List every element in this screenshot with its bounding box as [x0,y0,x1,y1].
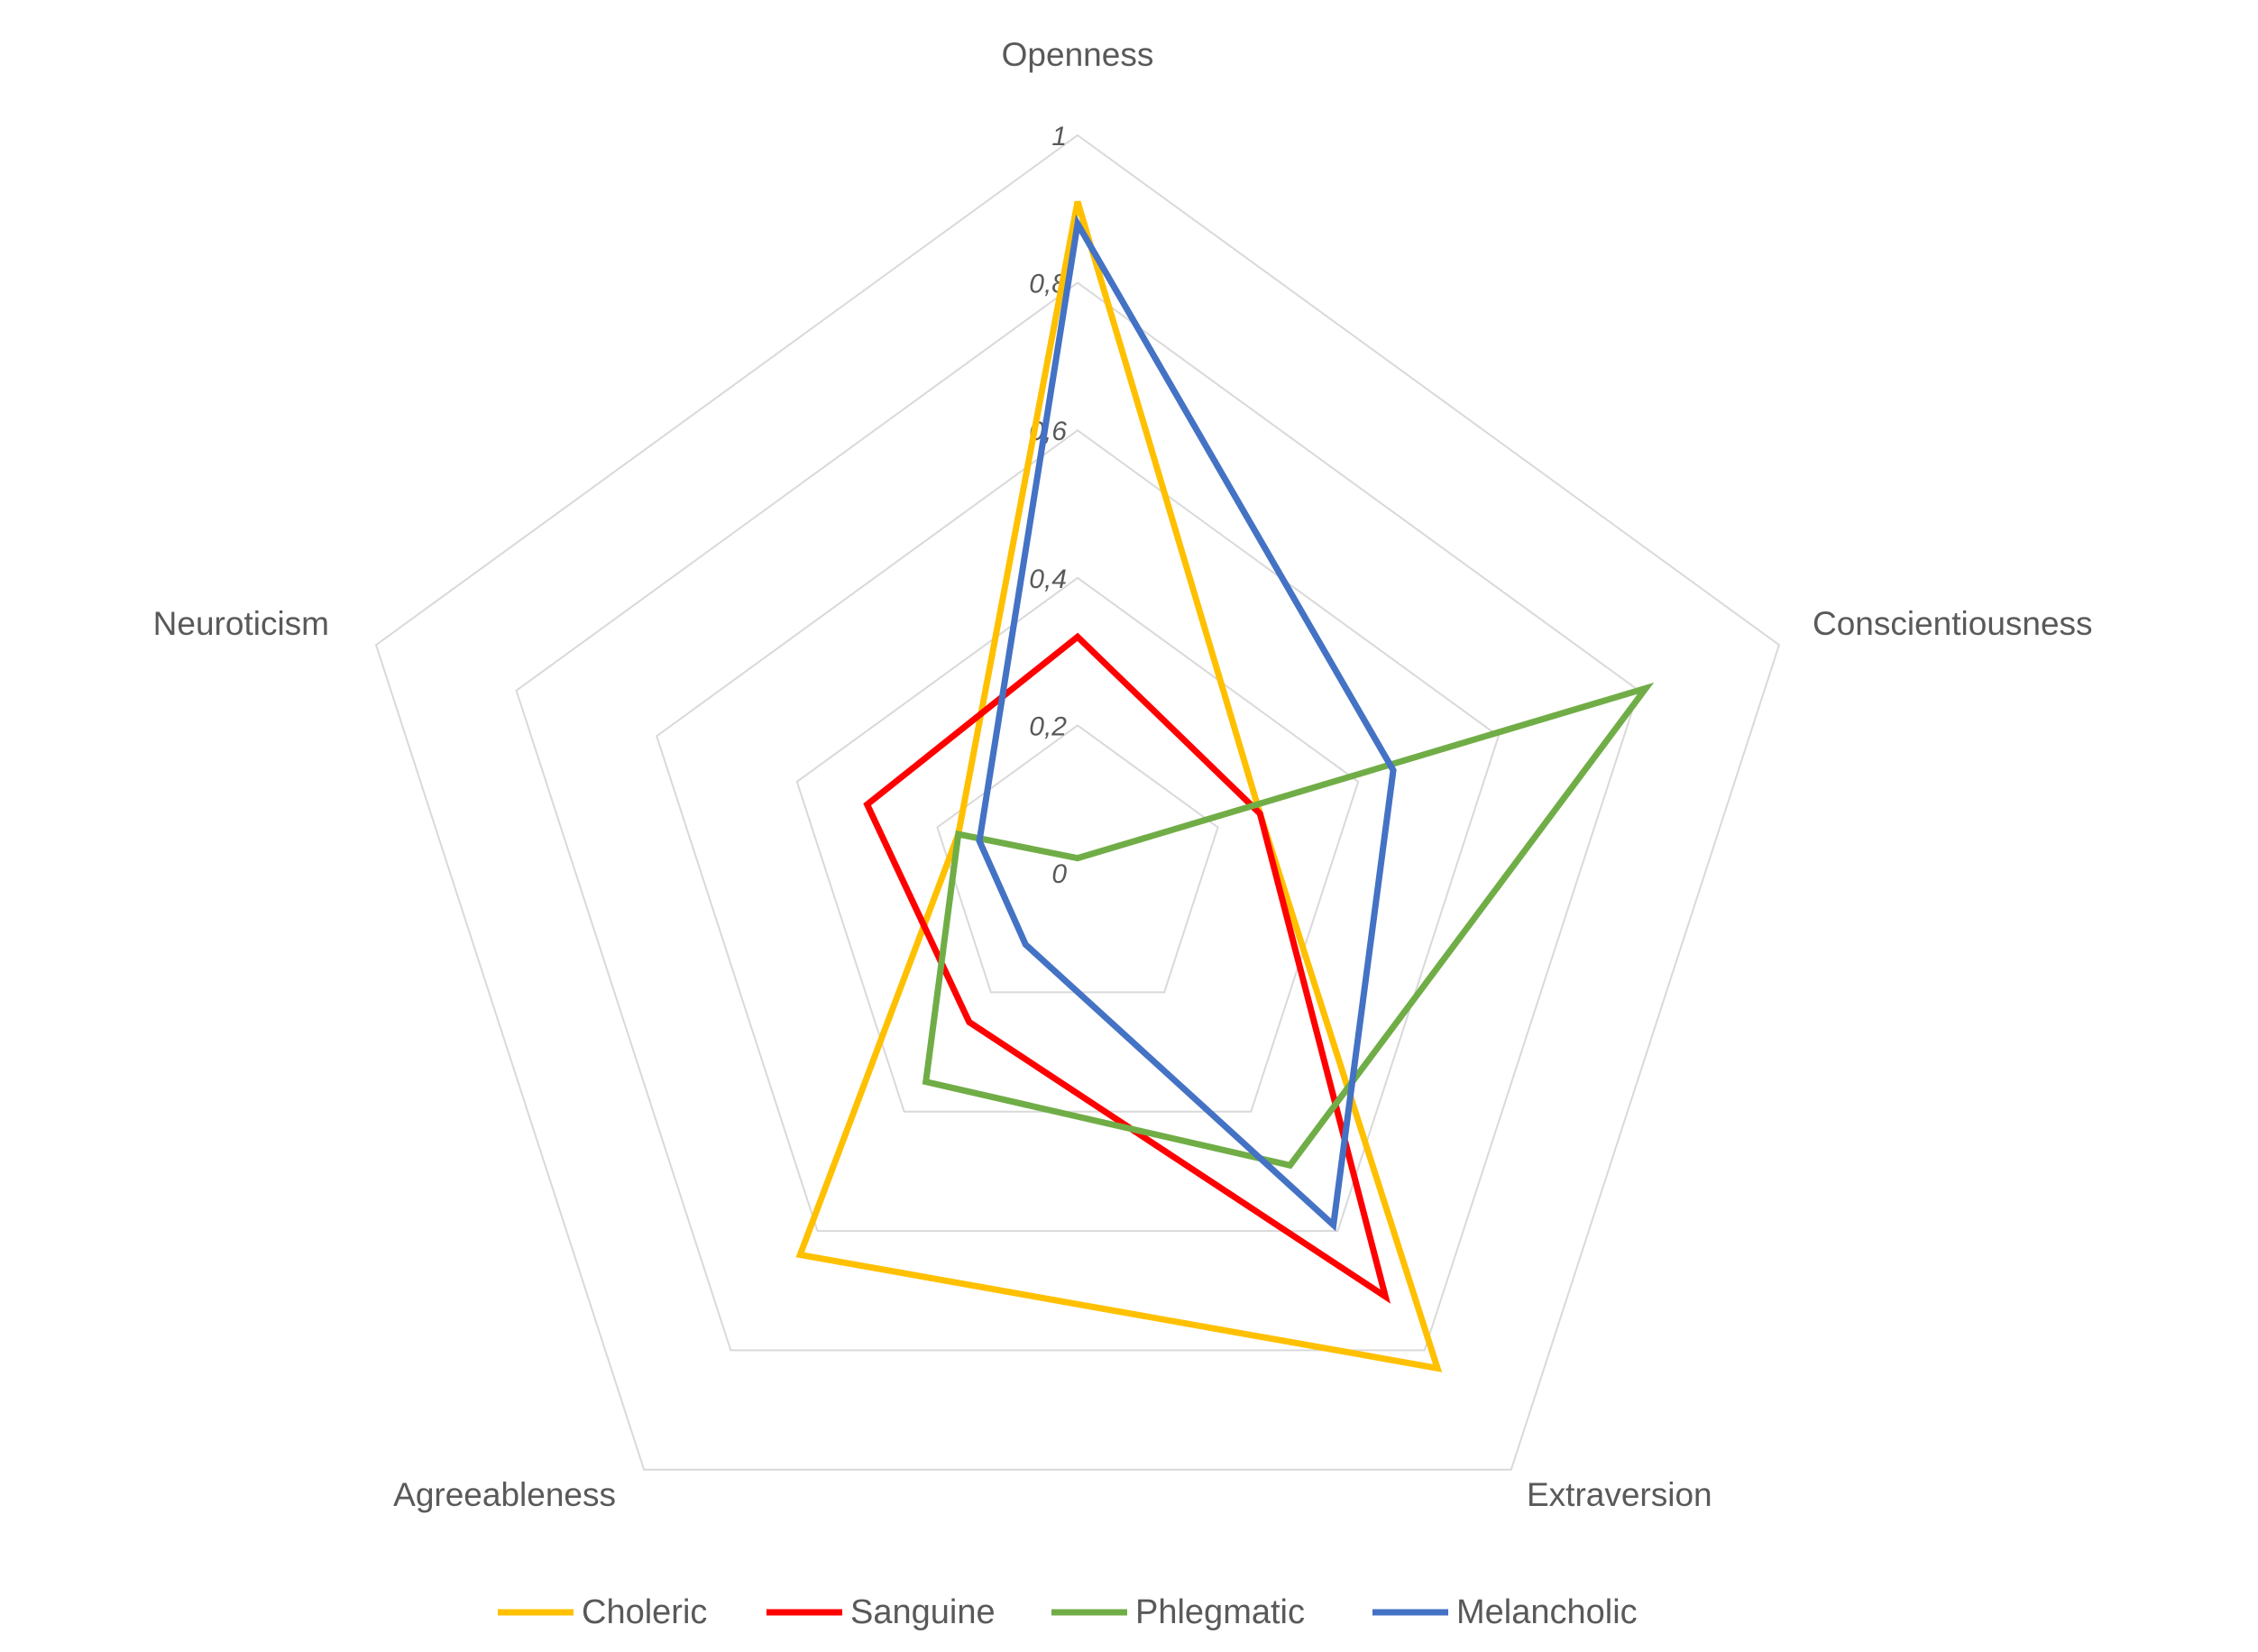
grid-ring [656,428,1500,1233]
tick-label: 0,4 [1029,564,1067,594]
grid-ring [795,576,1360,1113]
legend-item-melancholic: Melancholic [1372,1593,1638,1631]
grid-ring [515,281,1640,1352]
legend-item-sanguine: Sanguine [766,1593,996,1631]
axis-label-neuroticism: Neuroticism [153,605,329,642]
tick-label: 1 [1051,122,1067,151]
legend-item-phlegmatic: Phlegmatic [1051,1593,1305,1631]
axis-label-extraversion: Extraversion [1527,1476,1712,1513]
radar-grid [374,133,1781,1471]
legend: Choleric Sanguine Phlegmatic Melancholic [498,1593,1638,1631]
series-sanguine [863,632,1391,1304]
legend-label: Phlegmatic [1135,1593,1305,1631]
legend-label: Sanguine [850,1593,996,1631]
tick-label: 0 [1051,859,1067,889]
grid-ring [374,133,1781,1471]
series-phlegmatic [922,682,1655,1170]
legend-item-choleric: Choleric [498,1593,707,1631]
legend-label: Melancholic [1456,1593,1638,1631]
series-lines [795,200,1655,1372]
axis-labels: Openness Conscientiousness Extraversion Agr… [153,36,2093,1513]
series-choleric [795,200,1443,1372]
series-melancholic [976,214,1397,1232]
legend-label: Choleric [582,1593,707,1631]
tick-label: 0,2 [1029,711,1067,741]
axis-label-openness: Openness [1002,36,1154,73]
axis-label-agreeableness: Agreeableness [393,1476,616,1513]
axis-label-conscientiousness: Conscientiousness [1813,605,2093,642]
